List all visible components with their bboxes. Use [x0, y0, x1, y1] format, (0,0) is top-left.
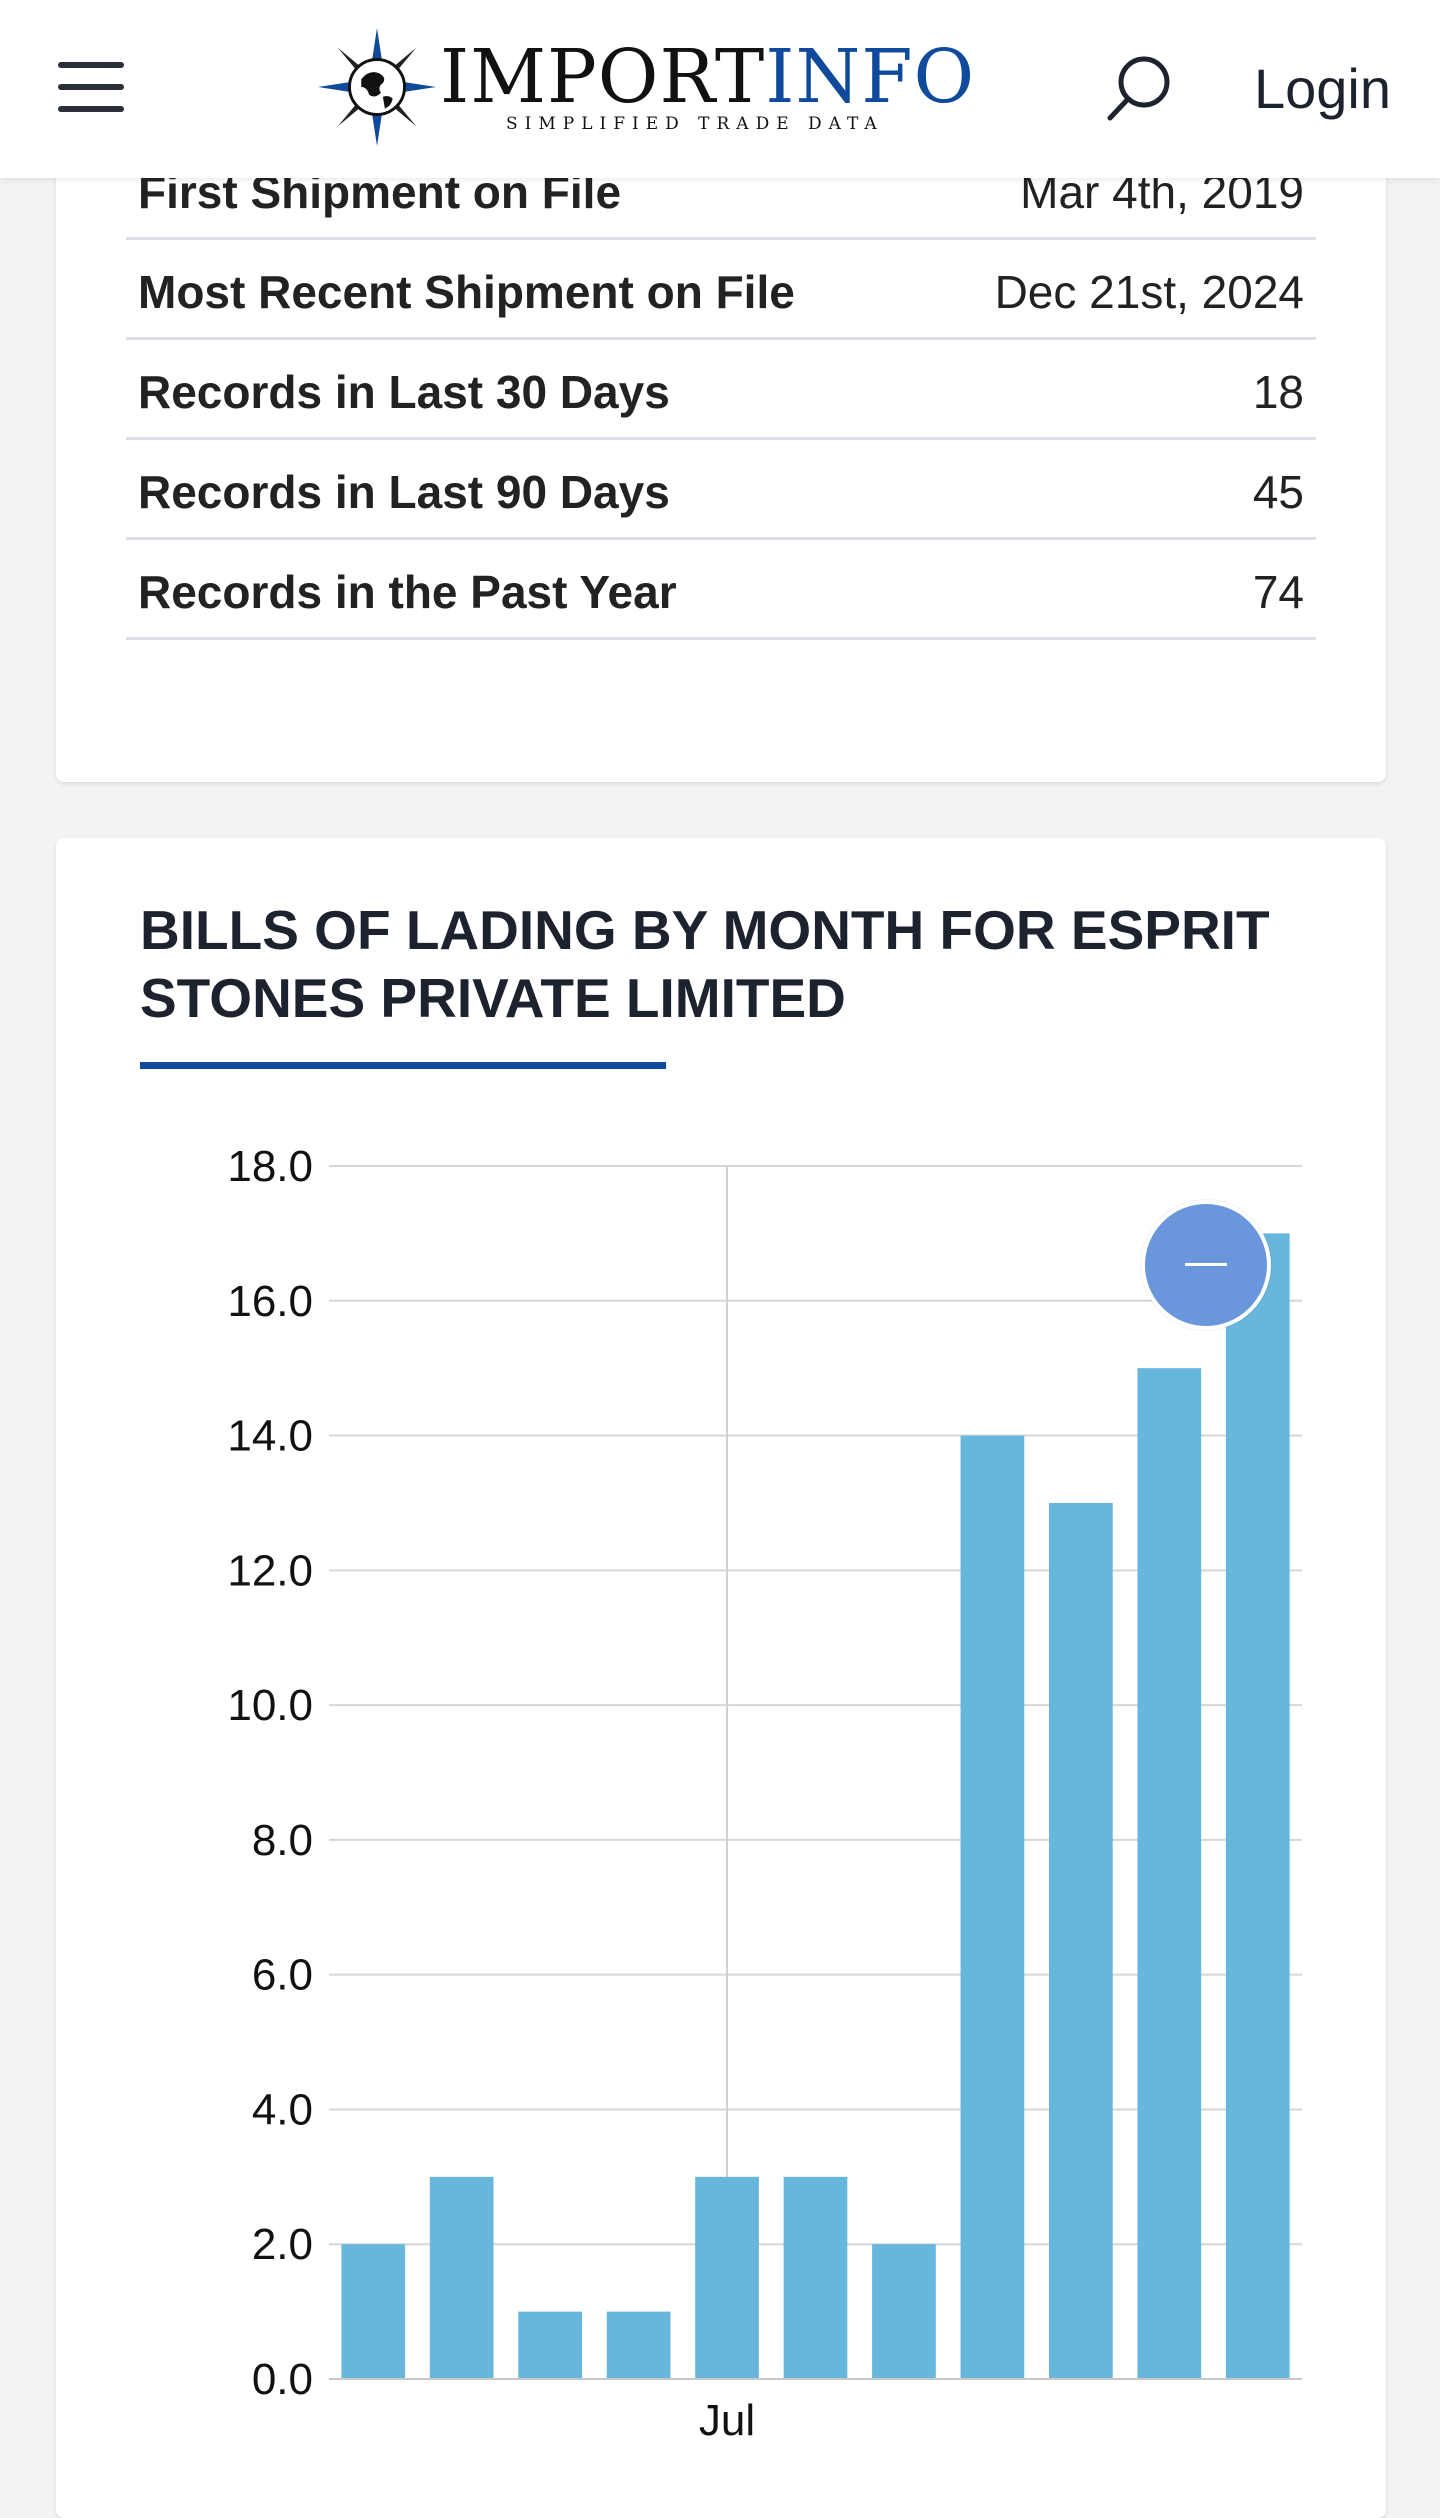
bar	[518, 2311, 582, 2379]
search-icon[interactable]	[1104, 52, 1174, 124]
y-tick-label: 10.0	[227, 1681, 313, 1730]
bar	[341, 2244, 406, 2379]
table-row: Records in the Past Year 74	[126, 540, 1316, 640]
bar	[606, 2311, 671, 2379]
bar	[960, 1435, 1025, 2379]
y-tick-label: 4.0	[252, 2085, 313, 2134]
bar	[1225, 1233, 1290, 2379]
menu-line	[58, 84, 124, 90]
stat-value: Dec 21st, 2024	[994, 266, 1304, 318]
stat-label: Records in the Past Year	[138, 566, 677, 618]
shipment-stats-table: First Shipment on File Mar 4th, 2019 Mos…	[126, 140, 1316, 640]
table-row: Records in Last 30 Days 18	[126, 340, 1316, 440]
menu-icon[interactable]	[58, 62, 126, 114]
stat-label: Records in Last 90 Days	[138, 466, 670, 518]
stat-label: Most Recent Shipment on File	[138, 266, 795, 318]
x-tick-label: Jul	[699, 2396, 755, 2445]
importinfo-logo[interactable]: IMPORTINFO SIMPLIFIED TRADE DATA	[318, 28, 974, 148]
stat-label: Records in Last 30 Days	[138, 366, 670, 418]
login-link[interactable]: Login	[1254, 57, 1392, 120]
shipment-stats-card: First Shipment on File Mar 4th, 2019 Mos…	[56, 140, 1386, 782]
logo-wordmark: IMPORTINFO	[440, 34, 976, 120]
bills-of-lading-chart-card: BILLS OF LADING BY MONTH FOR ESPRIT STON…	[56, 838, 1386, 2518]
y-tick-label: 12.0	[227, 1546, 313, 1595]
y-tick-label: 14.0	[227, 1412, 313, 1461]
chart-title: BILLS OF LADING BY MONTH FOR ESPRIT STON…	[140, 899, 1270, 1029]
stat-value: 45	[1252, 466, 1304, 518]
bar-chart: 0.0 2.0 4.0 6.0 8.0 10.0 12.0 14.0 16.0 18.0 Jul	[227, 1142, 1302, 2445]
bar	[1137, 1368, 1202, 2379]
table-row: Records in Last 90 Days 45	[126, 440, 1316, 540]
bar	[783, 2176, 848, 2379]
minus-icon	[1185, 1263, 1227, 1266]
stat-value: 18	[1252, 366, 1304, 418]
y-tick-label: 0.0	[252, 2355, 313, 2404]
bar	[695, 2176, 759, 2379]
menu-line	[58, 62, 124, 68]
collapse-button[interactable]	[1141, 1200, 1271, 1330]
bar	[872, 2244, 936, 2379]
bar	[1049, 1502, 1113, 2379]
globe-compass-icon	[318, 28, 436, 146]
title-underline	[140, 1062, 666, 1069]
y-tick-label: 6.0	[252, 1951, 313, 2000]
stat-value: 74	[1252, 566, 1304, 618]
menu-line	[58, 106, 124, 112]
y-tick-label: 18.0	[227, 1142, 313, 1191]
bar	[429, 2176, 494, 2379]
y-tick-label: 16.0	[227, 1277, 313, 1326]
y-tick-label: 2.0	[252, 2220, 313, 2269]
logo-tagline: SIMPLIFIED TRADE DATA	[506, 114, 884, 134]
y-tick-label: 8.0	[252, 1816, 313, 1865]
site-header: IMPORTINFO SIMPLIFIED TRADE DATA Login	[0, 0, 1440, 178]
table-row: Most Recent Shipment on File Dec 21st, 2…	[126, 240, 1316, 340]
